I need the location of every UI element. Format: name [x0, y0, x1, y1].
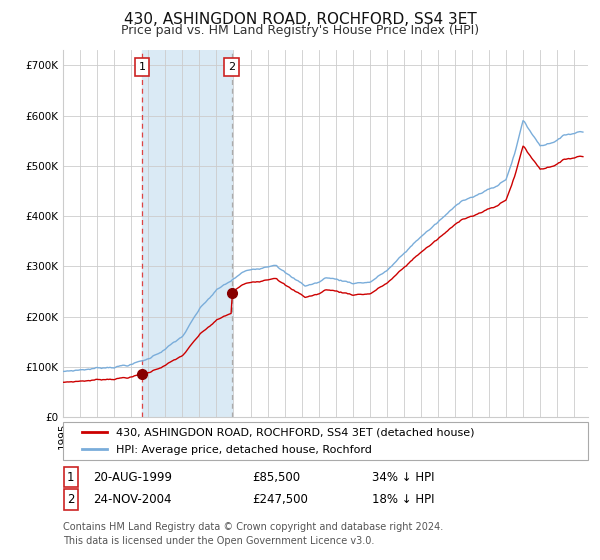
Text: 18% ↓ HPI: 18% ↓ HPI: [372, 493, 434, 506]
Text: 20-AUG-1999: 20-AUG-1999: [93, 470, 172, 484]
Text: 2: 2: [228, 62, 235, 72]
Text: 430, ASHINGDON ROAD, ROCHFORD, SS4 3ET: 430, ASHINGDON ROAD, ROCHFORD, SS4 3ET: [124, 12, 476, 27]
Legend: 430, ASHINGDON ROAD, ROCHFORD, SS4 3ET (detached house), HPI: Average price, det: 430, ASHINGDON ROAD, ROCHFORD, SS4 3ET (…: [79, 424, 478, 458]
Text: Price paid vs. HM Land Registry's House Price Index (HPI): Price paid vs. HM Land Registry's House …: [121, 24, 479, 36]
Text: £247,500: £247,500: [252, 493, 308, 506]
Text: 1: 1: [67, 470, 74, 484]
Text: Contains HM Land Registry data © Crown copyright and database right 2024.
This d: Contains HM Land Registry data © Crown c…: [63, 522, 443, 546]
Text: £85,500: £85,500: [252, 470, 300, 484]
Bar: [142, 50, 232, 417]
Text: 34% ↓ HPI: 34% ↓ HPI: [372, 470, 434, 484]
Text: 24-NOV-2004: 24-NOV-2004: [93, 493, 172, 506]
Text: 2: 2: [67, 493, 74, 506]
Text: 1: 1: [139, 62, 145, 72]
